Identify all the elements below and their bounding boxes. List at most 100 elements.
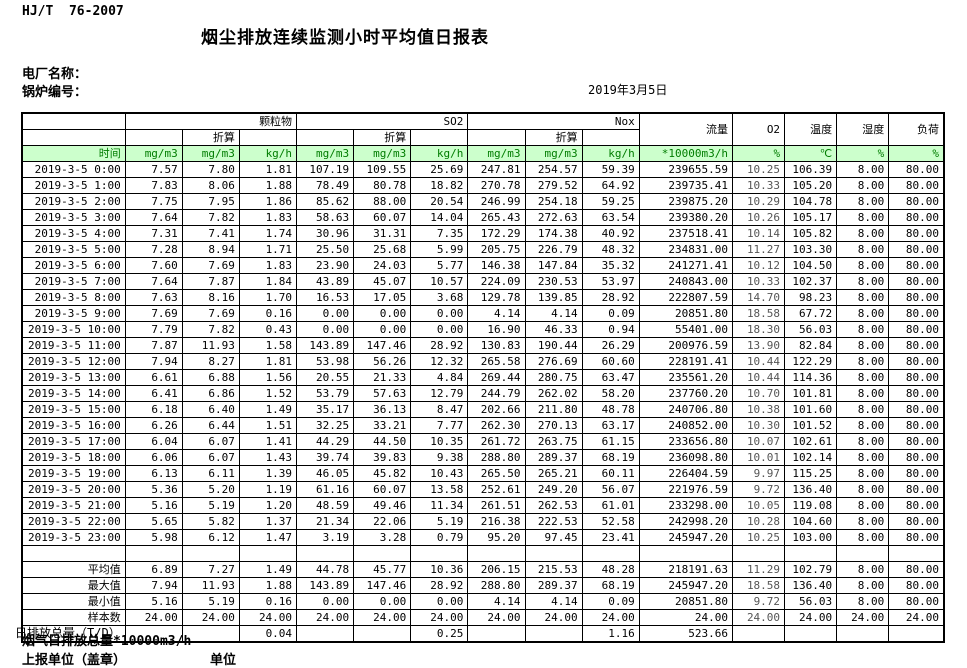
value-cell: 8.27 — [181, 353, 240, 370]
value-cell: 174.38 — [524, 225, 583, 242]
page-title: 烟尘排放连续监测小时平均值日报表 — [201, 28, 489, 48]
value-cell: 5.19 — [181, 593, 240, 610]
value-cell: 61.16 — [296, 481, 355, 498]
value-cell: 80.00 — [888, 577, 945, 594]
value-cell: 5.99 — [410, 241, 469, 258]
value-cell: 119.08 — [784, 497, 838, 514]
value-cell: 6.44 — [181, 417, 240, 434]
value-cell: 8.00 — [836, 433, 890, 450]
summary-row: 平均值 6.89 7.27 1.49 44.78 45.77 10.36 206.15 215.… — [21, 561, 945, 578]
table-row: 2019-3-5 20:00 5.36 5.20 1.19 61.16 60.07 13.5… — [21, 481, 945, 498]
value-cell: 53.97 — [581, 273, 640, 290]
value-cell: 8.00 — [836, 273, 890, 290]
value-cell: 17.05 — [353, 289, 412, 306]
header-row-groups: 颗粒物 SO2 Nox 流量 O2 温度 湿度 负荷 — [21, 112, 945, 146]
value-cell: 39.74 — [296, 449, 355, 466]
value-cell: 1.47 — [238, 529, 298, 546]
value-cell: 289.37 — [524, 577, 583, 594]
value-cell: 8.00 — [836, 465, 890, 482]
value-cell: 109.55 — [353, 161, 412, 178]
value-cell: 8.00 — [836, 289, 890, 306]
table-row: 2019-3-5 7:00 7.64 7.87 1.84 43.89 45.07 10.57… — [21, 273, 945, 290]
value-cell: 7.87 — [181, 273, 240, 290]
value-cell: 80.00 — [888, 337, 945, 354]
value-cell: 1.19 — [238, 481, 298, 498]
time-column-header: 时间 — [21, 145, 126, 162]
time-cell: 2019-3-5 18:00 — [21, 449, 126, 466]
value-cell: 60.07 — [353, 209, 412, 226]
value-cell: 31.31 — [353, 225, 412, 242]
value-cell: 3.68 — [410, 289, 469, 306]
value-cell: 115.25 — [784, 465, 838, 482]
value-cell: 46.05 — [296, 465, 355, 482]
value-cell: 8.00 — [836, 449, 890, 466]
value-cell: 20851.80 — [638, 593, 733, 610]
value-cell: 46.33 — [524, 321, 583, 338]
value-cell: 6.11 — [181, 465, 240, 482]
value-cell: 129.78 — [467, 289, 526, 306]
value-cell: 56.03 — [784, 593, 838, 610]
value-cell: 48.78 — [581, 401, 640, 418]
value-cell: 5.36 — [124, 481, 183, 498]
value-cell: 64.92 — [581, 177, 640, 194]
value-cell: 24.00 — [731, 609, 786, 626]
value-cell: 102.14 — [784, 449, 838, 466]
value-cell: 0.00 — [296, 593, 355, 610]
value-cell: 18.82 — [410, 177, 469, 194]
table-row: 2019-3-5 18:00 6.06 6.07 1.43 39.74 39.83 9.38… — [21, 449, 945, 466]
value-cell: 1.84 — [238, 273, 298, 290]
value-cell: 239655.59 — [638, 161, 733, 178]
time-cell: 2019-3-5 6:00 — [21, 257, 126, 274]
value-cell: 6.61 — [124, 369, 183, 386]
value-cell: 33.21 — [353, 417, 412, 434]
value-cell: 8.00 — [836, 161, 890, 178]
value-cell: 14.04 — [410, 209, 469, 226]
value-cell: 239380.20 — [638, 209, 733, 226]
value-cell: 80.00 — [888, 289, 945, 306]
value-cell: 8.00 — [836, 337, 890, 354]
value-cell: 24.00 — [238, 609, 298, 626]
value-cell: 8.06 — [181, 177, 240, 194]
value-cell: 24.03 — [353, 257, 412, 274]
value-cell: 10.25 — [731, 529, 786, 546]
value-cell: 4.14 — [524, 593, 583, 610]
value-cell: 523.66 — [638, 625, 733, 643]
value-cell: 6.12 — [181, 529, 240, 546]
value-cell: 1.83 — [238, 209, 298, 226]
value-cell: 18.58 — [731, 305, 786, 322]
value-cell: 10.70 — [731, 385, 786, 402]
value-cell: 80.00 — [888, 449, 945, 466]
value-cell: 68.19 — [581, 449, 640, 466]
value-cell: 8.47 — [410, 401, 469, 418]
table-row: 2019-3-5 13:00 6.61 6.88 1.56 20.55 21.33 4.84… — [21, 369, 945, 386]
value-cell: 7.64 — [124, 209, 183, 226]
value-cell: 5.82 — [181, 513, 240, 530]
reporting-unit-label: 上报单位（盖章） — [22, 653, 127, 668]
value-cell: 10.29 — [731, 193, 786, 210]
value-cell — [524, 625, 583, 643]
value-cell: 25.69 — [410, 161, 469, 178]
value-cell: 221976.59 — [638, 481, 733, 498]
value-cell: 9.72 — [731, 481, 786, 498]
value-cell: 10.12 — [731, 257, 786, 274]
table-row: 2019-3-5 11:00 7.87 11.93 1.58 143.89 147.46 2… — [21, 337, 945, 354]
value-cell: 8.00 — [836, 209, 890, 226]
value-cell: 45.82 — [353, 465, 412, 482]
time-cell: 2019-3-5 5:00 — [21, 241, 126, 258]
value-cell: 105.20 — [784, 177, 838, 194]
value-cell: 270.13 — [524, 417, 583, 434]
value-cell: 3.28 — [353, 529, 412, 546]
value-cell: 103.00 — [784, 529, 838, 546]
value-cell: 1.52 — [238, 385, 298, 402]
value-cell: 272.63 — [524, 209, 583, 226]
value-cell: 32.25 — [296, 417, 355, 434]
flue-gas-total-label: 烟气日排放总量*10000m3/h — [22, 634, 192, 649]
value-cell: 40.92 — [581, 225, 640, 242]
value-cell: 0.09 — [581, 305, 640, 322]
value-cell: 8.00 — [836, 225, 890, 242]
value-cell: 104.60 — [784, 513, 838, 530]
table-row: 2019-3-5 4:00 7.31 7.41 1.74 30.96 31.31 7.35 1… — [21, 225, 945, 242]
value-cell: 8.00 — [836, 257, 890, 274]
value-cell: 262.53 — [524, 497, 583, 514]
value-cell: 57.63 — [353, 385, 412, 402]
